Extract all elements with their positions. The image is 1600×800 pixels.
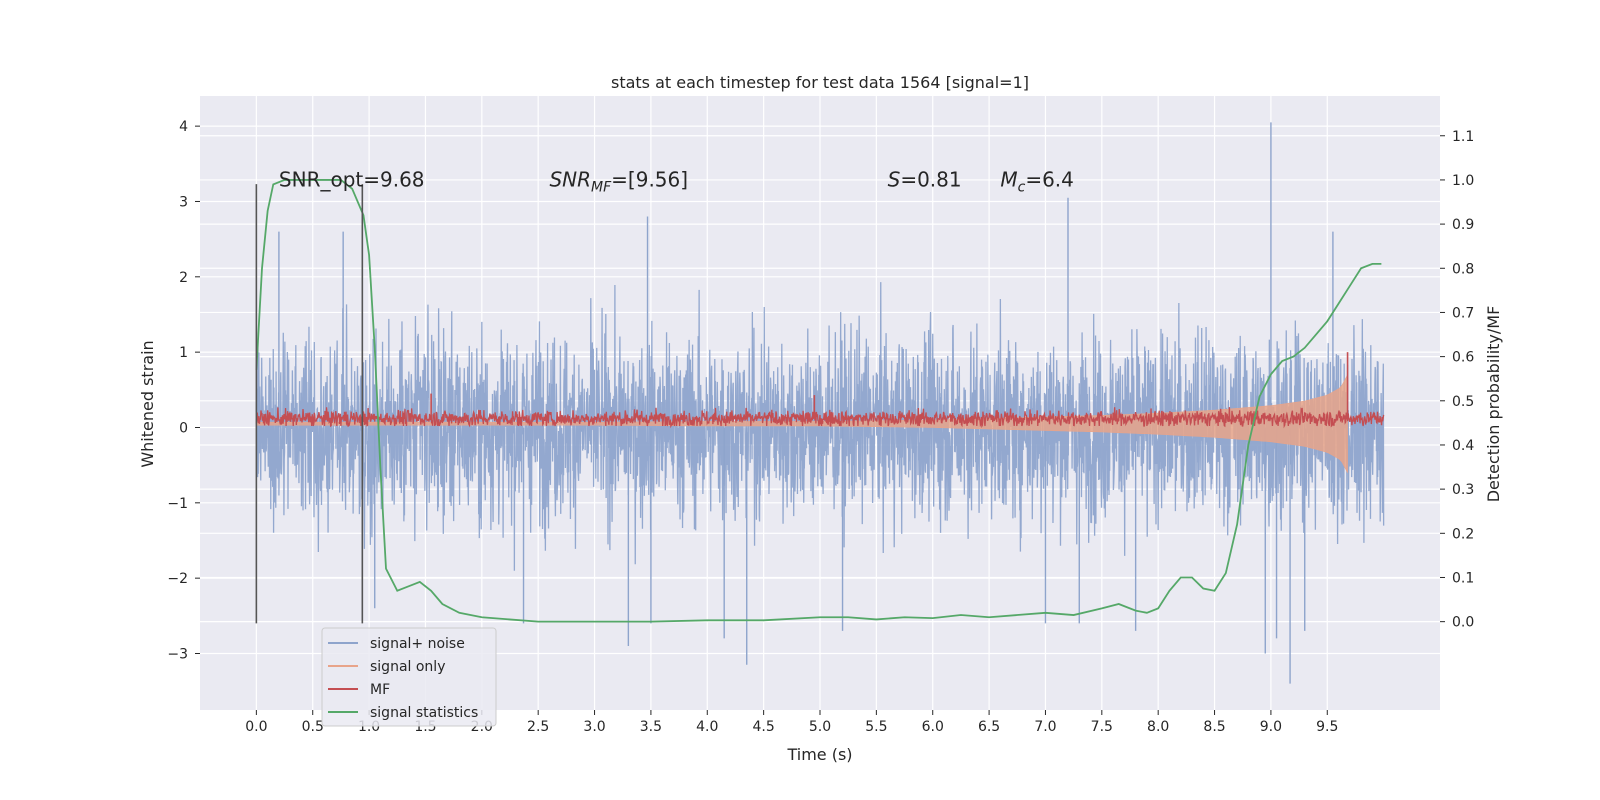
y-right-tick-label: 1.0: [1452, 173, 1474, 189]
y-right-tick-label: 0.6: [1452, 350, 1474, 366]
y-right-tick-label: 0.4: [1452, 438, 1474, 454]
x-tick-label: 4.5: [753, 719, 775, 735]
y-tick-label: −2: [167, 571, 188, 587]
legend-label: signal+ noise: [370, 636, 465, 652]
x-tick-label: 5.0: [809, 719, 831, 735]
legend-label: signal only: [370, 659, 445, 675]
y-right-tick-label: 0.8: [1452, 261, 1474, 277]
x-tick-label: 0.5: [302, 719, 324, 735]
y-axis-label: Whitened strain: [138, 340, 157, 467]
y-right-tick-label: 0.9: [1452, 217, 1474, 233]
y-right-tick-label: 1.1: [1452, 129, 1474, 145]
y-tick-label: 2: [179, 270, 188, 286]
tick-labels: 0.0 0.5 1.0 1.5 2.0 2.5 3.0 3.5 4.0 4.5 5.0 5.5 6.0 6…: [167, 119, 1474, 735]
y-tick-label: 0: [179, 420, 188, 436]
y-right-tick-label: 0.5: [1452, 394, 1474, 410]
x-tick-label: 7.5: [1091, 719, 1113, 735]
y-tick-label: −3: [167, 646, 188, 662]
x-tick-label: 6.0: [922, 719, 944, 735]
y-tick-label: 3: [179, 194, 188, 210]
x-tick-label: 4.0: [696, 719, 718, 735]
series-layer: [255, 122, 1385, 684]
x-tick-label: 8.5: [1203, 719, 1225, 735]
series-mf-line: [255, 407, 1385, 429]
series-signal-noise-line: [255, 282, 1385, 571]
y-axis-label-right: Detection probability/MF: [1484, 306, 1503, 503]
x-tick-label: 9.5: [1316, 719, 1338, 735]
chart-title: stats at each timestep for test data 156…: [611, 73, 1029, 92]
y-right-tick-label: 0.0: [1452, 615, 1474, 631]
legend: signal+ noise signal only MF signal statist…: [321, 627, 497, 727]
y-right-tick-label: 0.7: [1452, 305, 1474, 321]
y-tick-label: 4: [179, 119, 188, 135]
legend-box: [321, 627, 497, 727]
vertical-markers: [255, 184, 364, 624]
x-tick-label: 3.0: [583, 719, 605, 735]
legend-label: signal statistics: [370, 705, 478, 721]
y-tick-label: −1: [167, 496, 188, 512]
y-right-tick-label: 0.3: [1452, 482, 1474, 498]
x-tick-label: 7.0: [1034, 719, 1056, 735]
y-right-tick-label: 0.1: [1452, 570, 1474, 586]
x-tick-label: 3.5: [640, 719, 662, 735]
annotation: S=0.81: [888, 167, 962, 191]
x-tick-label: 2.5: [527, 719, 549, 735]
annotations: SNR_opt=9.68 SNRMF=[9.56] S=0.81 Mc=6.4: [279, 167, 1074, 195]
y-tick-label: 1: [179, 345, 188, 361]
x-tick-label: 6.5: [978, 719, 1000, 735]
x-tick-label: 0.0: [245, 719, 267, 735]
y-right-tick-label: 0.2: [1452, 526, 1474, 542]
series-signal-statistics-line: [255, 179, 1382, 623]
x-axis-label: Time (s): [786, 745, 852, 764]
annotation: Mc=6.4: [1000, 167, 1074, 195]
x-tick-label: 5.5: [865, 719, 887, 735]
legend-label: MF: [370, 682, 390, 698]
annotation: SNR_opt=9.68: [279, 167, 425, 191]
x-tick-label: 8.0: [1147, 719, 1169, 735]
x-tick-label: 9.0: [1260, 719, 1282, 735]
annotation: SNRMF=[9.56]: [549, 167, 688, 195]
